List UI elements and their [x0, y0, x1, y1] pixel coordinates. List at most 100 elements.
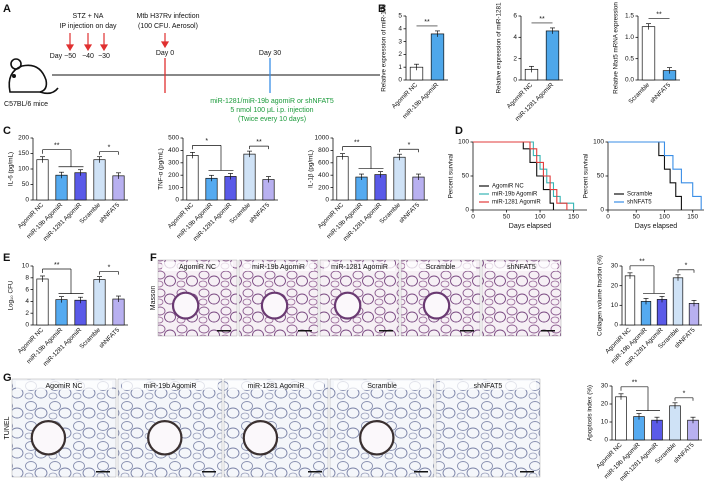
- x-tick-label: 100: [535, 214, 546, 221]
- day-label: Day −50: [50, 53, 76, 60]
- x-tick-label: 150: [687, 214, 698, 221]
- y-tick-label: 0: [614, 322, 618, 329]
- significance: *: [108, 145, 111, 152]
- histology-image: [481, 259, 562, 337]
- panel-label: C: [3, 125, 11, 137]
- y-tick-label: 6: [25, 286, 29, 293]
- significance: **: [256, 139, 262, 146]
- x-tick-label: 0: [471, 214, 475, 221]
- airway: [147, 420, 183, 456]
- y-axis-label: Relative expression of miR-19b: [381, 4, 388, 92]
- day-label: −40: [82, 53, 94, 60]
- airway: [171, 291, 200, 320]
- x-tick-label: miR-1281 AgomiR: [514, 81, 555, 122]
- x-tick-label: shNFAT5: [649, 81, 673, 105]
- image-label: AgomiR NC: [46, 383, 83, 390]
- mouse-tail: [39, 87, 59, 95]
- y-tick-label: 50: [22, 181, 30, 188]
- y-axis-label: Relative Nfat5 mRNA expression: [613, 2, 620, 94]
- histology-image: [11, 378, 117, 478]
- y-tick-label: 0: [604, 437, 608, 444]
- label-bg: [334, 381, 430, 390]
- scale-bar: [520, 471, 534, 473]
- y-axis-label: Percent survival: [448, 154, 455, 199]
- y-tick-label: 0: [600, 207, 604, 214]
- arrow-head: [65, 44, 75, 52]
- significance: **: [632, 380, 638, 387]
- survival-line: [473, 141, 555, 210]
- significance: *: [685, 263, 688, 270]
- significance: *: [408, 142, 411, 149]
- scale-bar: [460, 330, 474, 332]
- y-tick-label: 0: [465, 207, 469, 214]
- histology-image: [435, 378, 541, 478]
- legend-label: Scramble: [627, 192, 653, 198]
- y-tick-label: 200: [18, 135, 29, 142]
- image-label: Scramble: [367, 383, 397, 390]
- y-tick-label: 0: [175, 197, 179, 204]
- panel-label: D: [455, 125, 463, 137]
- x-tick-label: 100: [659, 214, 670, 221]
- y-tick-label: 4: [25, 298, 29, 305]
- y-axis-label: Apoptosis index (%): [587, 385, 594, 441]
- x-tick-label: 50: [633, 214, 641, 221]
- significance: **: [539, 16, 545, 23]
- y-tick-label: 20: [611, 282, 619, 289]
- x-tick-label: shNFAT5: [248, 201, 272, 225]
- bar: [374, 174, 387, 201]
- bar: [672, 277, 684, 326]
- arrow-head: [160, 41, 170, 49]
- bar: [633, 416, 645, 441]
- scale-bar: [96, 471, 110, 473]
- significance: **: [54, 262, 60, 269]
- x-tick-label: 0: [606, 214, 610, 221]
- airway: [359, 420, 395, 456]
- y-tick-label: 600: [318, 160, 329, 167]
- x-axis-label: Days elapsed: [509, 223, 552, 230]
- y-tick-label: 4: [398, 26, 402, 33]
- y-tick-label: 10: [601, 419, 609, 426]
- y-axis-label: Relative expression of miR-1281: [496, 2, 503, 93]
- y-tick-label: 0: [25, 197, 29, 204]
- y-axis-label: IL-6 (pg/mL): [8, 152, 15, 186]
- image-label: shNFAT5: [507, 264, 536, 271]
- x-tick-label: shNFAT5: [672, 441, 696, 465]
- y-tick-label: 200: [168, 172, 179, 179]
- y-tick-label: 3: [398, 38, 402, 45]
- significance: **: [424, 19, 430, 26]
- y-axis-label: IL-1β (pg/mL): [308, 150, 315, 188]
- y-tick-label: 30: [601, 383, 609, 390]
- stz-sub: IP injection on day: [59, 23, 117, 30]
- bar: [412, 176, 425, 201]
- panel-label: E: [3, 252, 10, 264]
- y-tick-label: 1: [398, 64, 402, 71]
- x-tick-label: shNFAT5: [98, 326, 122, 350]
- stain-label: TUNEL: [4, 416, 11, 439]
- infection-title: Mtb H37Rv infection: [136, 13, 199, 20]
- stain-label: Masson: [150, 286, 157, 311]
- day0-label: Day 0: [156, 50, 174, 57]
- y-tick-label: 30: [611, 263, 619, 270]
- y-tick-label: 8: [25, 275, 29, 282]
- y-tick-label: 0: [325, 197, 329, 204]
- label-bg: [122, 381, 218, 390]
- day30-label: Day 30: [259, 50, 281, 57]
- y-tick-label: 50: [597, 173, 605, 180]
- significance: **: [656, 12, 662, 19]
- bar: [641, 26, 656, 81]
- y-tick-label: 1000: [315, 135, 330, 142]
- y-tick-label: 6: [513, 13, 517, 20]
- y-tick-label: 2: [25, 310, 29, 317]
- y-axis-label: Log₁₀ CFU: [8, 280, 15, 310]
- bar: [355, 176, 368, 201]
- legend-label: miR-1281 AgomiR: [492, 200, 541, 206]
- mouse-icon: [8, 58, 59, 95]
- treatment-line: (Twice every 10 days): [238, 116, 306, 123]
- bar: [669, 405, 681, 441]
- y-tick-label: 400: [318, 172, 329, 179]
- y-tick-label: 1.5: [625, 13, 634, 20]
- image-label: miR-1281 AgomiR: [331, 264, 388, 271]
- panel-label: B: [378, 3, 386, 15]
- y-tick-label: 2: [513, 55, 517, 62]
